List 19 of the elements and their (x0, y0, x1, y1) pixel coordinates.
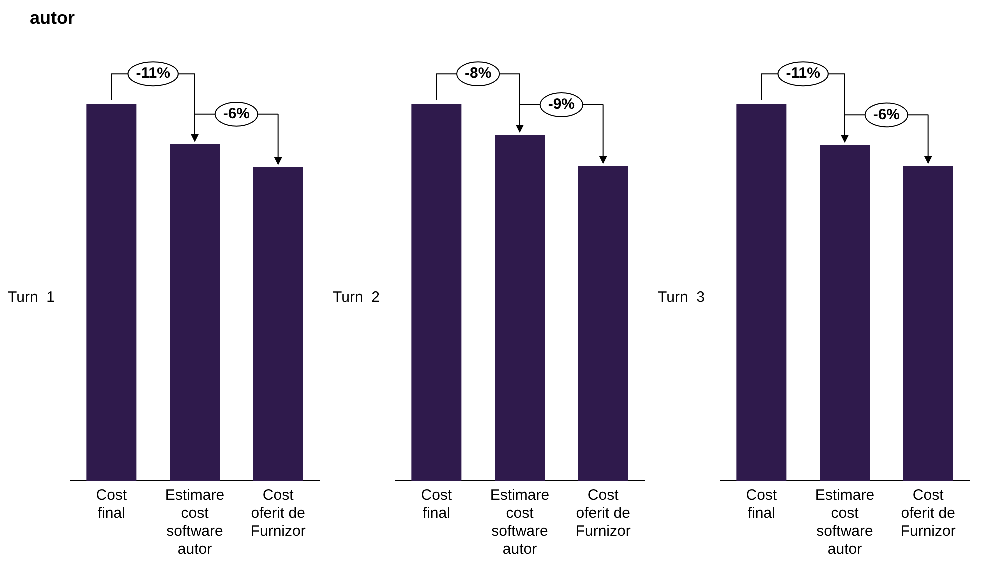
x-tick-label: Estimare cost software autor (815, 487, 875, 558)
x-tick-label: Cost oferit de Furnizor (250, 487, 306, 540)
x-tick-label: Cost oferit de Furnizor (900, 487, 956, 540)
text: -11% (786, 65, 820, 82)
x-tick-label: Cost final (96, 487, 128, 522)
x-tick-label: Cost final (421, 487, 453, 522)
y-axis-title: Turn 2 (333, 289, 381, 306)
text: -8% (464, 65, 492, 82)
x-tick-label: Estimare cost software autor (490, 487, 550, 558)
chart-title: autor (29, 8, 76, 30)
x-tick-label: Cost final (746, 487, 778, 522)
x-tick-label: Cost oferit de Furnizor (576, 487, 631, 540)
text: -11% (136, 65, 170, 82)
annotation: -6% (223, 106, 250, 123)
x-tick-label: Estimare cost software autor (165, 487, 225, 558)
y-axis-title: Turn 3 (658, 289, 706, 306)
annotation: -9% (548, 96, 576, 114)
y-axis-title: Turn 1 (8, 289, 56, 306)
annotation: -6% (873, 106, 900, 124)
